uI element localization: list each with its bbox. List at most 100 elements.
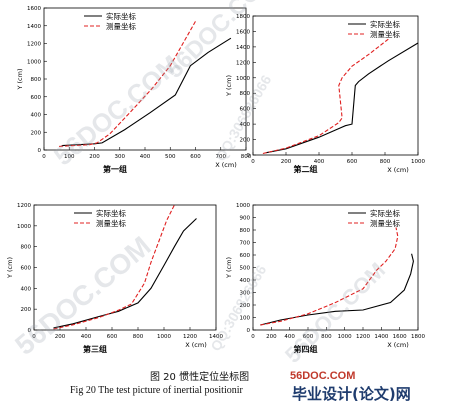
y-tick-label: 400 <box>21 286 32 292</box>
panel-title: 第二组 <box>294 164 318 174</box>
x-tick-label: 1200 <box>356 334 370 340</box>
y-tick-label: 600 <box>240 253 251 259</box>
x-tick-label: 1800 <box>411 334 425 340</box>
figure-caption-cn: 图 20 惯性定位坐标图 <box>150 372 250 383</box>
series-line-2 <box>53 204 175 330</box>
chart-panel-1: 0 200 400 600 800 1000 1200 1400 1600 0 100 200 300 4… <box>16 6 252 174</box>
y-tick-label: 1400 <box>236 45 250 51</box>
series-line-1 <box>266 42 419 154</box>
y-tick-label: 0 <box>28 328 32 334</box>
y-tick-label: 800 <box>31 77 42 83</box>
y-tick-label: 0 <box>247 153 251 159</box>
y-axis-label: Y (cm) <box>6 257 14 279</box>
x-axis-label: X (cm) <box>387 166 409 174</box>
x-axis-label: X (cm) <box>185 341 207 349</box>
y-tick-label: 200 <box>31 130 42 136</box>
chart-panel-3: 0 200 400 600 800 1000 1200 0 200 400 600 800 1000 12… <box>6 203 223 354</box>
x-tick-label: 0 <box>251 159 255 165</box>
y-tick-label: 200 <box>240 303 251 309</box>
chart-panel-2: 0 200 400 600 800 1000 1200 1400 1600 1800 0 200 400… <box>225 14 425 174</box>
series-line-2 <box>260 227 399 326</box>
x-tick-label: 400 <box>140 154 151 160</box>
x-axis-label: X (cm) <box>387 341 409 349</box>
y-tick-label: 200 <box>21 307 32 313</box>
y-tick-label: 600 <box>21 266 32 272</box>
x-tick-label: 800 <box>133 334 144 340</box>
y-tick-label: 700 <box>240 241 251 247</box>
y-tick-label: 1600 <box>236 29 250 35</box>
x-tick-label: 0 <box>251 334 255 340</box>
x-tick-label: 1200 <box>183 334 197 340</box>
legend-label: 实际坐标 <box>96 208 126 218</box>
x-tick-label: 1000 <box>157 334 171 340</box>
plot-frame <box>252 15 419 156</box>
y-tick-label: 0 <box>38 148 42 154</box>
y-tick-label: 200 <box>240 138 251 144</box>
y-tick-label: 800 <box>21 245 32 251</box>
y-tick-label: 0 <box>247 328 251 334</box>
y-tick-label: 1400 <box>27 24 41 30</box>
x-tick-label: 600 <box>107 334 118 340</box>
x-tick-label: 300 <box>115 154 126 160</box>
y-tick-label: 1200 <box>17 203 31 209</box>
x-tick-label: 0 <box>42 154 46 160</box>
panel-title: 第一组 <box>103 164 127 174</box>
x-tick-label: 400 <box>314 159 325 165</box>
site-name-logo: 毕业设计(论文)网 <box>292 385 411 403</box>
panel-title: 第四组 <box>294 344 318 354</box>
figure-caption-en: Fig 20 The test picture of inertial posi… <box>70 385 243 396</box>
x-axis-label: X (cm) <box>215 161 237 169</box>
series-line-2 <box>262 38 389 155</box>
x-tick-label: 200 <box>89 154 100 160</box>
y-axis-label: Y (cm) <box>225 257 233 279</box>
y-tick-label: 1600 <box>27 6 41 12</box>
x-tick-label: 800 <box>380 159 391 165</box>
y-tick-label: 1000 <box>27 59 41 65</box>
legend-label: 测量坐标 <box>370 218 400 228</box>
panel-title: 第三组 <box>83 344 107 354</box>
series-line-1 <box>260 253 414 326</box>
y-tick-label: 1000 <box>236 76 250 82</box>
legend-label: 实际坐标 <box>370 208 400 218</box>
x-tick-label: 200 <box>55 334 66 340</box>
x-tick-label: 800 <box>321 334 332 340</box>
legend-label: 测量坐标 <box>106 21 136 31</box>
y-tick-label: 300 <box>240 291 251 297</box>
y-tick-label: 800 <box>240 228 251 234</box>
x-tick-label: 700 <box>216 154 227 160</box>
y-tick-label: 600 <box>31 95 42 101</box>
plot-frame <box>43 7 247 151</box>
x-tick-label: 400 <box>284 334 295 340</box>
x-tick-label: 400 <box>81 334 92 340</box>
chart-panel-4: 0 100 200 300 400 500 600 700 800 900 1000 0 200 400 6… <box>225 203 425 354</box>
x-tick-label: 1000 <box>411 159 425 165</box>
y-axis-label: Y (cm) <box>225 75 233 97</box>
x-tick-label: 600 <box>190 154 201 160</box>
legend-label: 实际坐标 <box>370 19 400 29</box>
x-tick-label: 500 <box>165 154 176 160</box>
y-tick-label: 1800 <box>236 14 250 20</box>
y-tick-label: 100 <box>240 316 251 322</box>
x-tick-label: 1000 <box>338 334 352 340</box>
x-tick-label: 1400 <box>209 334 223 340</box>
legend-label: 测量坐标 <box>96 218 126 228</box>
y-tick-label: 1200 <box>236 60 250 66</box>
y-tick-label: 500 <box>240 266 251 272</box>
legend-label: 实际坐标 <box>106 11 136 21</box>
x-tick-label: 1400 <box>374 334 388 340</box>
y-tick-label: 1000 <box>17 224 31 230</box>
x-tick-label: 1600 <box>393 334 407 340</box>
x-tick-label: 100 <box>64 154 75 160</box>
y-axis-label: Y (cm) <box>16 68 24 90</box>
site-logo-text: 56DOC.COM <box>290 370 356 382</box>
legend-label: 测量坐标 <box>370 29 400 39</box>
y-tick-label: 1000 <box>236 203 250 209</box>
x-tick-label: 0 <box>32 334 36 340</box>
y-tick-label: 900 <box>240 216 251 222</box>
y-tick-label: 800 <box>240 91 251 97</box>
